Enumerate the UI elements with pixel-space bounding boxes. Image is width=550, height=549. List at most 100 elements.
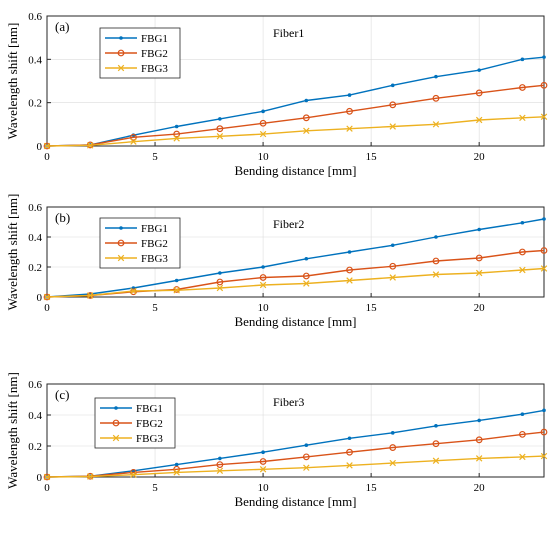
data-point [216, 125, 224, 133]
panel-c: 0 5 10 15 20 0 0.2 0.4 0.6 (c) Fiber3 Bending dista… [5, 372, 548, 509]
y-tick-label: 0.6 [28, 11, 42, 23]
legend-marker [117, 49, 125, 57]
data-point [218, 117, 222, 121]
y-tick-label: 0.6 [28, 379, 42, 391]
data-point [259, 119, 267, 127]
panel-tag: (c) [55, 387, 69, 402]
x-tick-label: 15 [366, 302, 378, 314]
data-point [43, 293, 51, 301]
data-point [347, 436, 352, 441]
data-point [390, 431, 395, 435]
legend-marker [112, 434, 120, 442]
data-point [216, 278, 224, 286]
data-point [520, 220, 525, 225]
data-point [389, 123, 396, 130]
data-point [432, 457, 440, 464]
y-axis-label: Wavelength shift [nm] [5, 23, 20, 140]
panel-tag: (a) [55, 19, 69, 34]
data-point [540, 81, 548, 89]
data-point [390, 243, 395, 248]
data-point [173, 469, 180, 476]
data-point [477, 68, 481, 72]
series-line [46, 431, 545, 478]
y-tick-label: 0.6 [28, 202, 42, 214]
data-point [216, 133, 224, 140]
data-point [519, 266, 526, 274]
data-point [347, 93, 352, 97]
legend: FBG1 FBG2 FBG3 [99, 27, 181, 79]
chart-title: Fiber1 [273, 26, 304, 40]
legend-marker [117, 254, 125, 262]
data-point [432, 257, 440, 265]
y-tick-label: 0 [37, 141, 43, 153]
data-point [303, 280, 310, 287]
panel-b: 0 5 10 15 20 0 0.2 0.4 0.6 (b) Fiber2 Bending dista… [5, 194, 548, 329]
data-point [389, 101, 397, 109]
data-point [432, 121, 440, 128]
x-tick-label: 20 [474, 302, 486, 314]
data-point [432, 440, 440, 448]
data-point [259, 281, 267, 289]
data-point [432, 271, 440, 278]
data-point [261, 265, 265, 269]
data-point [174, 278, 179, 283]
x-tick-label: 5 [152, 482, 158, 494]
data-point [475, 116, 483, 124]
x-tick-label: 0 [44, 302, 50, 314]
data-point [477, 227, 481, 232]
y-tick-label: 0.4 [28, 232, 42, 244]
data-point [475, 89, 483, 97]
legend-marker [114, 406, 118, 410]
series-line [46, 116, 545, 147]
chart-title: Fiber2 [273, 217, 304, 231]
data-point [346, 266, 353, 274]
data-point [216, 461, 224, 469]
data-point [347, 250, 352, 254]
data-point [475, 436, 483, 444]
legend-marker [119, 36, 123, 40]
panel-tag: (b) [55, 210, 70, 225]
data-point [304, 256, 309, 261]
x-tick-label: 10 [258, 482, 270, 494]
data-point [389, 459, 396, 467]
x-tick-label: 0 [44, 482, 50, 494]
data-point [542, 55, 546, 59]
y-tick-label: 0.2 [28, 262, 42, 274]
legend-label: FBG2 [141, 238, 168, 250]
series-fbg2 [43, 428, 548, 481]
data-point [218, 271, 222, 275]
panel-a: 0 5 10 15 20 0 0.2 0.4 0.6 (a) Fiber1 Bending dista… [5, 11, 548, 178]
series-fbg3 [43, 452, 548, 481]
data-point [434, 235, 438, 239]
data-point [390, 83, 395, 88]
data-point [389, 262, 397, 270]
axes-box [46, 15, 545, 147]
data-point [346, 125, 353, 132]
data-point [475, 269, 483, 277]
series-line [46, 84, 545, 147]
data-point [518, 430, 526, 438]
data-point [43, 142, 51, 150]
legend: FBG1 FBG2 FBG3 [99, 217, 181, 269]
data-point [540, 428, 548, 436]
data-point [477, 418, 481, 423]
data-point [519, 114, 526, 122]
data-point [261, 109, 265, 114]
data-point [304, 98, 309, 103]
x-tick-label: 10 [258, 302, 270, 314]
legend-label: FBG2 [141, 48, 168, 60]
data-point [86, 142, 94, 149]
y-tick-label: 0.2 [28, 98, 42, 110]
axes-box [46, 383, 545, 478]
data-point [542, 217, 546, 221]
y-tick-label: 0 [37, 472, 43, 484]
legend-label: FBG2 [136, 418, 163, 430]
legend-marker [117, 239, 125, 247]
data-point [518, 248, 526, 256]
data-point [259, 130, 267, 138]
x-axis-label: Bending distance [mm] [234, 494, 356, 509]
legend-label: FBG1 [141, 223, 168, 235]
data-point [259, 466, 267, 473]
y-axis-label: Wavelength shift [nm] [5, 194, 20, 311]
data-point [542, 408, 546, 413]
